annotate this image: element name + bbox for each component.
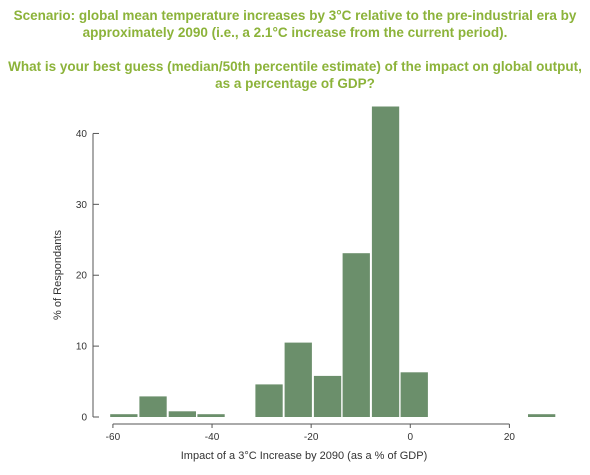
histogram-bar — [139, 396, 167, 417]
histogram-bar — [255, 384, 283, 417]
histogram-bar — [371, 106, 400, 417]
y-tick-label: 20 — [76, 271, 88, 282]
histogram-bar — [110, 414, 138, 417]
y-tick-label: 0 — [81, 413, 87, 424]
y-tick-label: 30 — [76, 200, 88, 211]
histogram-bar — [313, 375, 342, 417]
y-axis-title: % of Respondants — [52, 230, 64, 320]
x-axis-title: Impact of a 3°C Increase by 2090 (as a %… — [181, 450, 428, 462]
y-tick-label: 40 — [76, 129, 88, 140]
x-tick-label: -20 — [304, 432, 319, 443]
histogram-bar — [284, 342, 312, 417]
chart-title: Scenario: global mean temperature increa… — [13, 8, 577, 40]
x-tick-label: -60 — [106, 432, 121, 443]
chart-subtitle: What is your best guess (median/50th per… — [8, 59, 582, 91]
x-tick-label: 0 — [407, 432, 413, 443]
axes-group: -60 -40 -20 0 20 0 10 20 30 40 — [76, 129, 516, 443]
histogram-bar — [197, 414, 225, 417]
bars-group — [110, 106, 556, 417]
histogram-bar — [400, 372, 428, 417]
y-tick-label: 10 — [76, 342, 88, 353]
x-tick-label: 20 — [504, 432, 516, 443]
histogram-bar — [342, 253, 370, 417]
x-tick-label: -40 — [205, 432, 220, 443]
histogram-bar — [528, 414, 556, 417]
histogram-bar — [168, 411, 196, 417]
